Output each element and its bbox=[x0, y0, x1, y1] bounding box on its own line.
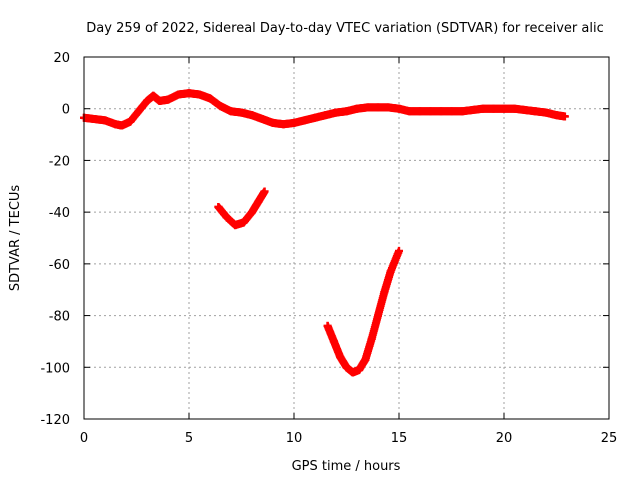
data-point bbox=[447, 107, 456, 116]
data-point bbox=[134, 107, 143, 116]
data-point bbox=[126, 117, 135, 126]
y-axis-label: SDTVAR / TECUs bbox=[8, 185, 23, 292]
x-tick-label: 10 bbox=[286, 431, 303, 446]
data-point bbox=[216, 102, 225, 111]
data-point bbox=[395, 246, 403, 255]
x-axis: 0 5 10 15 20 25 bbox=[80, 57, 617, 446]
data-point bbox=[361, 355, 370, 364]
data-point bbox=[117, 121, 126, 130]
x-tick-label: 25 bbox=[601, 431, 618, 446]
data-point bbox=[510, 104, 519, 113]
data-point bbox=[531, 107, 540, 116]
data-point bbox=[258, 115, 267, 124]
data-point bbox=[311, 113, 319, 122]
y-tick-label: -120 bbox=[40, 413, 70, 428]
data-point bbox=[384, 103, 393, 112]
data-point bbox=[222, 213, 231, 222]
data-point bbox=[437, 107, 445, 116]
y-tick-label: 0 bbox=[62, 103, 70, 118]
x-tick-label: 15 bbox=[391, 431, 408, 446]
data-point bbox=[279, 120, 288, 129]
data-point bbox=[248, 208, 256, 217]
data-point bbox=[336, 352, 345, 361]
data-point bbox=[111, 120, 120, 129]
y-tick-label: 20 bbox=[53, 51, 70, 66]
y-tick-label: -40 bbox=[49, 206, 70, 221]
data-point bbox=[101, 116, 109, 125]
y-tick-label: -80 bbox=[49, 310, 70, 325]
data-point bbox=[355, 365, 364, 374]
grid bbox=[84, 57, 609, 419]
data-point bbox=[386, 267, 395, 276]
data-point bbox=[164, 95, 172, 104]
data-point bbox=[405, 107, 414, 116]
data-point bbox=[363, 103, 372, 112]
y-axis: 20 0 -20 -40 -60 -80 -100 -120 bbox=[40, 51, 609, 428]
data-point bbox=[143, 96, 151, 105]
data-point bbox=[374, 103, 382, 112]
data-point bbox=[479, 104, 487, 113]
x-tick-label: 5 bbox=[185, 431, 193, 446]
data-point bbox=[206, 94, 214, 103]
x-tick-label: 20 bbox=[496, 431, 513, 446]
data-point bbox=[214, 202, 223, 211]
data-point bbox=[342, 363, 351, 372]
data-point bbox=[149, 91, 158, 100]
x-axis-label: GPS time / hours bbox=[292, 459, 401, 474]
data-point bbox=[521, 106, 529, 115]
data-point bbox=[552, 111, 561, 120]
y-tick-label: -60 bbox=[49, 258, 70, 273]
y-tick-label: -20 bbox=[49, 154, 70, 169]
data-point bbox=[458, 107, 466, 116]
y-tick-label: -100 bbox=[40, 361, 70, 376]
data-point bbox=[239, 218, 248, 227]
data-point bbox=[231, 221, 240, 230]
data-point bbox=[195, 90, 204, 99]
series-2 bbox=[214, 187, 269, 230]
x-tick-label: 0 bbox=[80, 431, 88, 446]
data-point bbox=[380, 288, 389, 297]
data-point bbox=[290, 118, 298, 127]
data-point bbox=[374, 311, 382, 320]
data-point bbox=[237, 108, 246, 117]
data-point bbox=[426, 107, 435, 116]
data-point bbox=[155, 96, 164, 105]
data-point bbox=[90, 115, 99, 124]
data-point bbox=[416, 107, 424, 116]
data-point bbox=[342, 107, 351, 116]
data-point bbox=[395, 104, 403, 113]
data-point bbox=[300, 116, 309, 125]
data-point bbox=[329, 337, 338, 346]
data-point bbox=[348, 368, 357, 377]
data-point bbox=[560, 112, 569, 121]
plot-area bbox=[80, 89, 569, 377]
data-point bbox=[500, 104, 508, 113]
data-point bbox=[321, 111, 330, 120]
data-point bbox=[353, 104, 361, 113]
data-point bbox=[489, 104, 498, 113]
data-point bbox=[260, 187, 269, 196]
data-point bbox=[269, 118, 277, 127]
data-point bbox=[542, 108, 550, 117]
data-point bbox=[248, 111, 256, 120]
series-1 bbox=[80, 89, 569, 130]
data-point bbox=[468, 106, 477, 115]
series-3 bbox=[323, 246, 403, 377]
data-point bbox=[332, 108, 340, 117]
data-point bbox=[174, 90, 183, 99]
plot-frame bbox=[83, 56, 610, 420]
data-point bbox=[323, 321, 332, 330]
chart-title: Day 259 of 2022, Sidereal Day-to-day VTE… bbox=[86, 21, 603, 36]
data-point bbox=[227, 107, 235, 116]
data-point bbox=[367, 334, 376, 343]
data-point bbox=[254, 197, 263, 206]
data-point bbox=[185, 89, 193, 98]
